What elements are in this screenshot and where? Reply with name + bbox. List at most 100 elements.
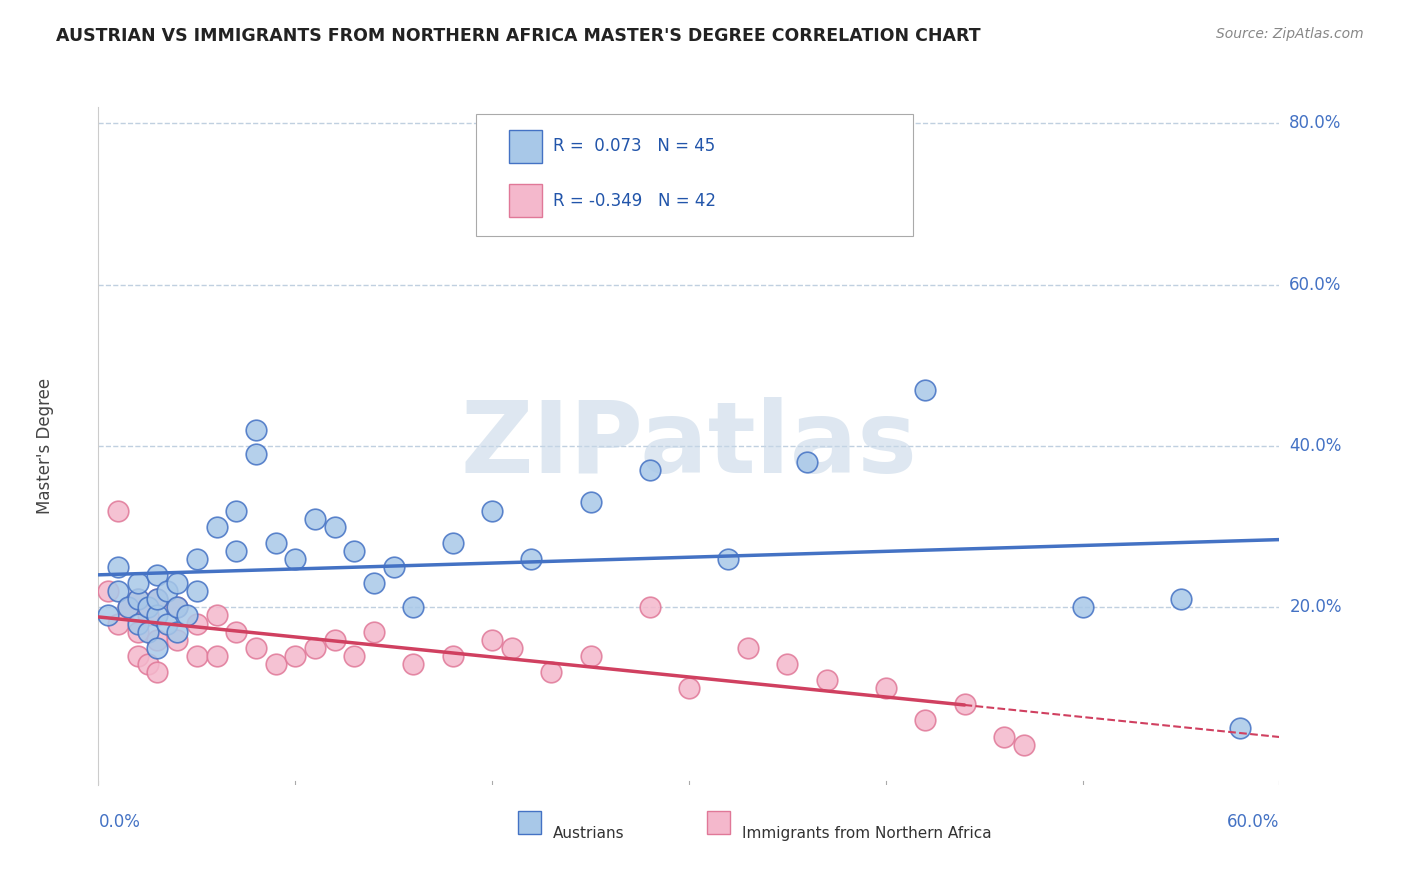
Point (146, 632, 169, 647)
Point (284, 648, 307, 663)
Point (146, 592, 169, 607)
Point (323, 632, 346, 647)
Point (245, 640, 267, 655)
Point (176, 608, 198, 623)
Text: Immigrants from Northern Africa: Immigrants from Northern Africa (742, 826, 991, 840)
Point (186, 584, 208, 599)
Point (97, 608, 120, 623)
FancyBboxPatch shape (477, 114, 914, 235)
Point (1071, 600, 1094, 615)
Point (993, 730, 1015, 744)
Text: 0.0%: 0.0% (98, 814, 141, 831)
Point (146, 640, 169, 655)
Point (136, 608, 159, 623)
Point (166, 600, 188, 615)
Point (1012, 738, 1035, 752)
Point (117, 600, 139, 615)
FancyBboxPatch shape (509, 130, 543, 162)
Point (107, 584, 129, 599)
Text: 40.0%: 40.0% (1289, 437, 1341, 455)
Point (717, 552, 740, 566)
Text: Austrians: Austrians (553, 826, 624, 840)
Point (737, 640, 759, 655)
Point (501, 640, 523, 655)
Point (875, 681, 897, 695)
Point (914, 714, 936, 728)
Point (481, 632, 503, 647)
Text: 60.0%: 60.0% (1227, 814, 1279, 831)
Point (441, 648, 464, 663)
Point (304, 640, 326, 655)
Point (127, 624, 149, 639)
Point (323, 519, 346, 533)
Point (343, 544, 366, 558)
Point (166, 600, 188, 615)
Point (127, 576, 149, 591)
Point (166, 632, 188, 647)
Point (146, 592, 169, 607)
Point (579, 495, 602, 509)
Point (1229, 722, 1251, 736)
FancyBboxPatch shape (509, 185, 543, 217)
Point (245, 447, 267, 461)
Text: R =  0.073   N = 45: R = 0.073 N = 45 (553, 137, 716, 155)
Point (107, 503, 129, 517)
Point (117, 600, 139, 615)
Point (186, 552, 208, 566)
Point (186, 648, 208, 663)
Point (382, 560, 405, 574)
Point (264, 536, 287, 550)
Point (638, 600, 661, 615)
Point (156, 584, 179, 599)
Point (146, 568, 169, 582)
Point (205, 519, 228, 533)
Point (776, 657, 799, 671)
Point (815, 673, 838, 687)
Point (186, 616, 208, 631)
Text: ZIPatlas: ZIPatlas (461, 398, 917, 494)
Text: AUSTRIAN VS IMMIGRANTS FROM NORTHERN AFRICA MASTER'S DEGREE CORRELATION CHART: AUSTRIAN VS IMMIGRANTS FROM NORTHERN AFR… (56, 27, 981, 45)
Point (97, 584, 120, 599)
Point (136, 657, 159, 671)
Point (520, 552, 543, 566)
Text: 80.0%: 80.0% (1289, 114, 1341, 132)
Point (953, 698, 976, 712)
Point (166, 576, 188, 591)
Point (264, 657, 287, 671)
Point (481, 503, 503, 517)
Point (136, 600, 159, 615)
Point (107, 560, 129, 574)
Point (678, 681, 700, 695)
Point (205, 608, 228, 623)
Point (205, 648, 228, 663)
Text: Source: ZipAtlas.com: Source: ZipAtlas.com (1216, 27, 1364, 41)
Point (402, 657, 425, 671)
Point (136, 624, 159, 639)
Point (343, 648, 366, 663)
Point (166, 624, 188, 639)
Point (127, 592, 149, 607)
Point (363, 576, 385, 591)
Point (1170, 592, 1192, 607)
Point (146, 608, 169, 623)
Point (540, 665, 562, 679)
Text: 20.0%: 20.0% (1289, 599, 1341, 616)
Point (146, 665, 169, 679)
Point (127, 592, 149, 607)
Point (304, 511, 326, 525)
Text: 60.0%: 60.0% (1289, 276, 1341, 293)
Point (107, 616, 129, 631)
Point (579, 648, 602, 663)
Point (402, 600, 425, 615)
FancyBboxPatch shape (517, 811, 541, 834)
Point (284, 552, 307, 566)
Text: Master's Degree: Master's Degree (37, 378, 55, 514)
Point (441, 536, 464, 550)
FancyBboxPatch shape (707, 811, 730, 834)
Point (245, 423, 267, 437)
Point (127, 648, 149, 663)
Point (914, 383, 936, 397)
Point (225, 503, 247, 517)
Point (363, 624, 385, 639)
Point (127, 616, 149, 631)
